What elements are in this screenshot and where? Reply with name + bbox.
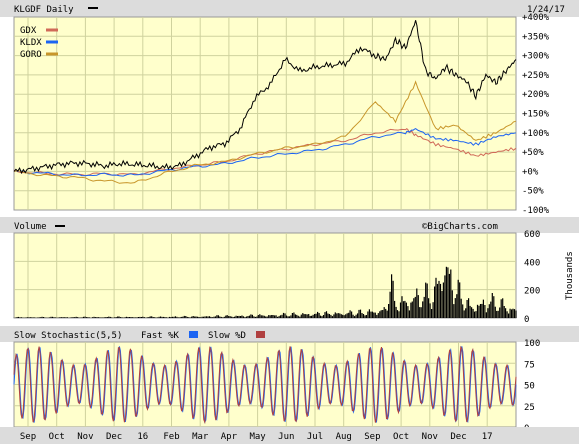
header-bar <box>0 0 579 17</box>
stoch-tick-label: 50 <box>524 382 535 392</box>
x-tick-label: Nov <box>422 432 438 442</box>
stoch-series <box>13 345 517 425</box>
volume-title: Volume <box>14 222 47 232</box>
price-series <box>13 20 517 184</box>
price-tick-label: +200% <box>522 90 550 100</box>
price-tick-label: +300% <box>522 52 550 62</box>
stoch-line-fast <box>13 346 517 424</box>
x-tick-label: Mar <box>192 432 209 442</box>
price-tick-label: -50% <box>522 187 544 197</box>
x-tick-label: 17 <box>482 432 493 442</box>
x-tick-label: Oct <box>393 432 409 442</box>
stoch-tick-label: 100 <box>524 339 540 349</box>
volume-bars <box>13 266 517 318</box>
volume-gridlines <box>14 233 516 318</box>
price-tick-label: +350% <box>522 32 550 42</box>
price-y-axis: +400% +350% +300% +250% +200% +150% +100% +50% +… <box>522 13 550 216</box>
watermark: ©BigCharts.com <box>422 222 498 232</box>
x-axis-bar <box>0 427 579 444</box>
series-line-klgdf <box>13 20 517 175</box>
x-tick-label: Dec <box>106 432 122 442</box>
legend-label: GORO <box>20 50 42 60</box>
x-tick-label: Apr <box>221 432 238 442</box>
x-tick-label: Oct <box>49 432 65 442</box>
stoch-tick-label: 75 <box>524 360 535 370</box>
price-tick-label: +250% <box>522 71 550 81</box>
x-tick-label: Sep <box>364 432 380 442</box>
volume-header <box>0 217 579 233</box>
stoch-y-axis: 1007550250 <box>524 339 540 434</box>
x-tick-label: 16 <box>137 432 148 442</box>
x-axis: Sep Oct Nov Dec 16 Feb Mar Apr May Jun Jul Aug Sep Oc… <box>20 432 493 442</box>
volume-plot-area <box>13 232 517 319</box>
price-tick-label: +0% <box>522 167 539 177</box>
chart-date: 1/24/17 <box>527 5 565 15</box>
legend-label: KLDX <box>20 38 42 48</box>
x-tick-label: Aug <box>336 432 352 442</box>
price-tick-label: +400% <box>522 13 550 23</box>
legend: GDX KLDX GORO <box>20 26 58 60</box>
series-line-goro <box>13 80 517 184</box>
price-tick-label: +100% <box>522 129 550 139</box>
price-tick-label: +50% <box>522 148 544 158</box>
x-tick-label: Feb <box>163 432 179 442</box>
stoch-tick-label: 25 <box>524 403 535 413</box>
volume-tick-label: 600 <box>524 230 540 240</box>
stoch-title: Slow Stochastic(5,5) <box>14 331 122 341</box>
volume-tick-label: 200 <box>524 287 540 297</box>
x-tick-label: May <box>249 432 266 442</box>
volume-tick-label: 0 <box>524 315 529 325</box>
volume-y-axis: 600 400 200 0 <box>524 230 540 325</box>
volume-unit-label: Thousands <box>565 251 575 300</box>
stoch-line-slow <box>13 345 517 425</box>
legend-label: GDX <box>20 26 37 36</box>
x-tick-label: Sep <box>20 432 36 442</box>
price-gridlines <box>14 17 516 210</box>
stoch-fast-label: Fast %K <box>141 331 180 341</box>
x-tick-label: Jun <box>278 432 294 442</box>
price-tick-label: +150% <box>522 110 550 120</box>
chart-title: KLGDF Daily <box>14 5 74 15</box>
volume-tick-label: 400 <box>524 258 540 268</box>
stoch-slow-label: Slow %D <box>208 331 246 341</box>
x-tick-label: Dec <box>450 432 466 442</box>
series-line-kldx <box>13 128 517 177</box>
x-tick-label: Nov <box>77 432 93 442</box>
stoch-header <box>0 326 579 342</box>
price-tick-label: -100% <box>522 206 550 216</box>
x-tick-label: Jul <box>307 432 323 442</box>
fast-swatch <box>189 331 198 338</box>
slow-swatch <box>256 331 265 338</box>
